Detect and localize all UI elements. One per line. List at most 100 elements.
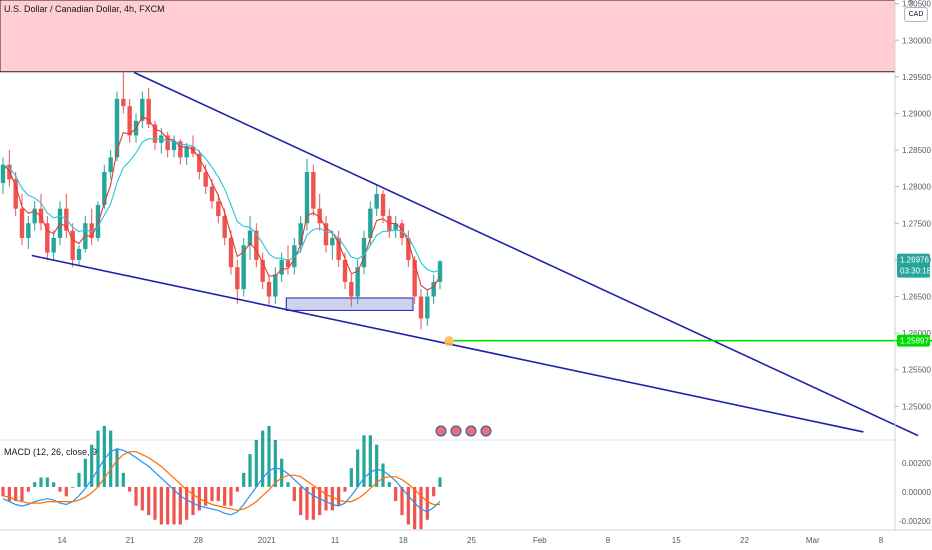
macd-histogram-bar bbox=[159, 486, 163, 525]
time-tick-label: 8 bbox=[879, 536, 884, 545]
candle-body bbox=[355, 267, 360, 297]
macd-histogram-bar bbox=[52, 482, 56, 487]
time-tick-label: 28 bbox=[194, 536, 203, 545]
candle-body bbox=[285, 259, 291, 268]
current-price-tag: 1.26976 03:30:18 bbox=[897, 253, 932, 278]
macd-histogram-bar bbox=[432, 486, 436, 497]
candle-body bbox=[184, 146, 189, 158]
candle-body bbox=[216, 201, 221, 216]
candle-body bbox=[26, 223, 31, 238]
candle-body bbox=[437, 261, 443, 282]
macd-tick-label: 0.00000 bbox=[902, 488, 931, 497]
candle-body bbox=[336, 237, 341, 260]
candle-body bbox=[393, 223, 398, 231]
candle-body bbox=[368, 208, 373, 238]
demand-zone-box[interactable] bbox=[285, 297, 414, 311]
macd-histogram-bar bbox=[90, 444, 94, 487]
time-tick-label: 21 bbox=[126, 536, 135, 545]
macd-histogram-bar bbox=[419, 486, 423, 530]
candle-body bbox=[399, 223, 405, 238]
candle-body bbox=[311, 172, 316, 209]
candle-body bbox=[418, 296, 424, 319]
current-price-label: 1.26976 bbox=[900, 256, 929, 265]
macd-histogram-bar bbox=[216, 486, 220, 502]
flag-icon[interactable] bbox=[450, 425, 462, 437]
time-tick-label: 25 bbox=[467, 536, 476, 545]
macd-histogram-bar bbox=[1, 486, 5, 497]
macd-histogram-bar bbox=[134, 486, 138, 506]
macd-histogram-bar bbox=[273, 440, 277, 487]
macd-histogram-bar bbox=[39, 477, 43, 487]
macd-histogram-bar bbox=[77, 472, 81, 487]
time-tick-label: 8 bbox=[606, 536, 611, 545]
macd-histogram-bar bbox=[166, 486, 170, 525]
macd-histogram-bar bbox=[368, 435, 372, 487]
gear-icon[interactable]: ⚙ bbox=[907, 0, 915, 7]
upper-trendline[interactable] bbox=[133, 71, 919, 437]
macd-histogram-bar bbox=[387, 482, 391, 487]
macd-histogram-bar bbox=[128, 486, 132, 492]
macd-histogram-bar bbox=[406, 486, 410, 525]
candle-body bbox=[19, 208, 25, 238]
support-price-tag: 1.25897 bbox=[897, 334, 930, 347]
candle-body bbox=[95, 204, 101, 238]
candle-body bbox=[260, 259, 265, 282]
macd-histogram-bar bbox=[178, 486, 182, 525]
candle-body bbox=[76, 248, 82, 260]
price-tick-label: 1.25500 bbox=[902, 366, 931, 375]
macd-histogram-bar bbox=[356, 449, 360, 487]
macd-histogram-bar bbox=[280, 458, 284, 487]
support-price-label: 1.25897 bbox=[900, 337, 929, 346]
macd-histogram-bar bbox=[153, 486, 157, 520]
candle-body bbox=[222, 215, 227, 238]
resistance-zone[interactable] bbox=[0, 0, 896, 73]
time-tick-label: Feb bbox=[533, 536, 547, 545]
candle-body bbox=[235, 267, 240, 290]
macd-histogram-bar bbox=[140, 486, 144, 511]
candle-body bbox=[349, 281, 354, 297]
price-tick-label: 1.28000 bbox=[902, 183, 931, 192]
candle-body bbox=[279, 259, 284, 275]
touch-point-marker bbox=[444, 336, 455, 347]
macd-signal-line bbox=[2, 451, 440, 512]
price-tick-label: 1.25000 bbox=[902, 402, 931, 411]
candle-body bbox=[228, 237, 234, 268]
flag-icon[interactable] bbox=[480, 425, 492, 437]
currency-badge[interactable]: CAD bbox=[904, 7, 928, 22]
macd-histogram-bar bbox=[172, 486, 176, 525]
macd-histogram-bar bbox=[83, 458, 87, 487]
candle-body bbox=[292, 245, 297, 268]
candle-body bbox=[165, 135, 170, 151]
macd-histogram-bar bbox=[64, 486, 68, 497]
candle-body bbox=[241, 245, 246, 290]
macd-histogram-bar bbox=[292, 486, 296, 502]
macd-histogram-bar bbox=[45, 477, 49, 487]
time-axis[interactable]: 14 21 28 2021 11 18 25 Feb 8 15 22 Mar 8 bbox=[58, 536, 884, 545]
event-markers[interactable] bbox=[435, 425, 492, 437]
macd-histogram-bar bbox=[375, 444, 379, 487]
flag-icon[interactable] bbox=[465, 425, 477, 437]
time-tick-label: 22 bbox=[740, 536, 749, 545]
candle-body bbox=[152, 124, 158, 143]
candle-body bbox=[254, 230, 259, 260]
ema-line bbox=[2, 115, 441, 291]
ema-line bbox=[2, 138, 441, 273]
price-tick-label: 1.29500 bbox=[902, 73, 931, 82]
macd-histogram-bar bbox=[7, 486, 11, 502]
macd-histogram-bar bbox=[14, 486, 18, 502]
macd-histogram-bar bbox=[343, 486, 347, 492]
candle-body bbox=[13, 179, 18, 209]
flag-icon[interactable] bbox=[435, 425, 447, 437]
price-tick-label: 1.28500 bbox=[902, 146, 931, 155]
moving-averages bbox=[2, 115, 441, 291]
candle-body bbox=[171, 141, 177, 151]
macd-histogram-bar bbox=[362, 435, 366, 487]
macd-histogram-bar bbox=[115, 449, 119, 487]
macd-histogram-bar bbox=[400, 486, 404, 516]
price-tick-label: 1.26000 bbox=[902, 329, 931, 338]
candle-body bbox=[425, 296, 430, 319]
macd-histogram-bar bbox=[267, 425, 271, 487]
candle-body bbox=[102, 172, 107, 205]
macd-line bbox=[2, 448, 441, 516]
